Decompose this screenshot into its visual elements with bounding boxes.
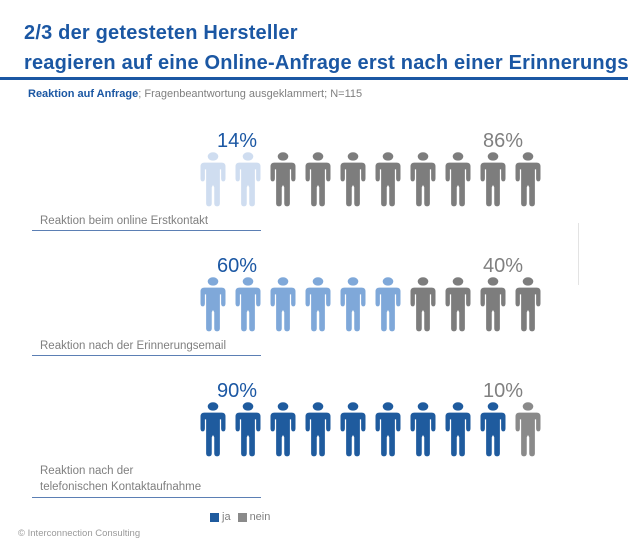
person-icon-nein <box>373 152 403 208</box>
legend-label-nein: nein <box>249 511 271 523</box>
person-icon-ja <box>268 277 298 333</box>
person-icon-nein <box>303 152 333 208</box>
person-icon-ja <box>303 402 333 458</box>
person-icon-ja <box>233 402 263 458</box>
chart-row: 90% 10% Reaktion nach der telefonischen Kon… <box>0 380 628 505</box>
chart-title-line1: 2/3 der getesteten Hersteller <box>24 22 298 44</box>
row-category-label: Reaktion nach der telefonischen Kontaktau… <box>40 465 202 493</box>
legend-item-ja: ja <box>210 511 231 523</box>
person-icon-nein <box>443 152 473 208</box>
person-icon-nein <box>513 152 543 208</box>
percent-label-nein: 86% <box>482 130 524 152</box>
percent-label-ja: 14% <box>216 130 258 152</box>
person-icon-ja <box>303 277 333 333</box>
legend-item-nein: nein <box>237 511 271 523</box>
faint-artifact-line <box>578 223 579 285</box>
percent-label-nein: 10% <box>482 380 524 402</box>
percent-label-ja: 60% <box>216 255 258 277</box>
row-label-underline <box>32 355 261 356</box>
person-icon-nein <box>513 277 543 333</box>
row-label-underline <box>32 230 261 231</box>
chart-subtitle-rest: ; Fragenbeantwortung ausgeklammert; N=11… <box>138 88 363 100</box>
person-icon-nein <box>513 402 543 458</box>
person-icon-nein <box>478 277 508 333</box>
chart-subtitle-bold: Reaktion auf Anfrage <box>28 88 139 100</box>
person-icon-ja <box>268 402 298 458</box>
person-icon-ja <box>408 402 438 458</box>
legend-swatch-nein <box>237 512 247 522</box>
legend-swatch-ja <box>210 512 219 522</box>
title-divider-rule <box>0 77 628 80</box>
person-icon-nein <box>443 277 473 333</box>
chart-row: 14% 86% Reaktion beim online Erstkontakt <box>0 130 628 255</box>
pictogram-row <box>198 277 543 333</box>
chart-title-line2: reagieren auf eine Online-Anfrage erst n… <box>24 52 628 74</box>
person-icon-ja <box>233 277 263 333</box>
chart-subtitle: Reaktion auf Anfrage; Fragenbeantwortung… <box>28 87 362 101</box>
person-icon-nein <box>478 152 508 208</box>
person-icon-nein <box>338 152 368 208</box>
row-label-underline <box>32 497 261 498</box>
person-icon-ja <box>198 152 228 208</box>
person-icon-nein <box>268 152 298 208</box>
percent-label-ja: 90% <box>216 380 258 402</box>
person-icon-ja <box>478 402 508 458</box>
person-icon-ja <box>338 277 368 333</box>
person-icon-ja <box>338 402 368 458</box>
person-icon-nein <box>408 277 438 333</box>
pictogram-row <box>198 402 543 458</box>
chart-title: 2/3 der getesteten Hersteller reagieren … <box>24 18 628 78</box>
person-icon-ja <box>233 152 263 208</box>
row-category-label: Reaktion beim online Erstkontakt <box>40 215 209 227</box>
person-icon-ja <box>373 402 403 458</box>
person-icon-nein <box>408 152 438 208</box>
percent-label-nein: 40% <box>482 255 524 277</box>
copyright-note: © Interconnection Consulting <box>18 528 141 539</box>
person-icon-ja <box>373 277 403 333</box>
person-icon-ja <box>443 402 473 458</box>
chart-legend: ja nein <box>210 511 270 523</box>
row-category-label: Reaktion nach der Erinnerungsemail <box>40 340 227 352</box>
person-icon-ja <box>198 402 228 458</box>
pictogram-row <box>198 152 543 208</box>
person-icon-ja <box>198 277 228 333</box>
chart-row: 60% 40% Reaktion nach der Erinnerungsemail <box>0 255 628 380</box>
legend-label-ja: ja <box>222 511 231 523</box>
